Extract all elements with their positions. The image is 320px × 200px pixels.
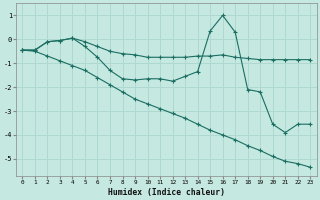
X-axis label: Humidex (Indice chaleur): Humidex (Indice chaleur)	[108, 188, 225, 197]
